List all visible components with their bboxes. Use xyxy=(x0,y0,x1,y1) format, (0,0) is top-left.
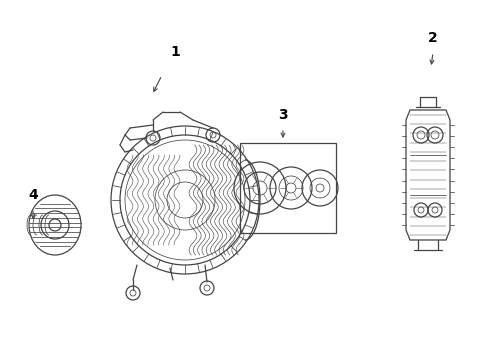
Text: 2: 2 xyxy=(428,31,438,45)
Text: 3: 3 xyxy=(278,108,288,122)
Text: 1: 1 xyxy=(170,45,180,59)
Text: 4: 4 xyxy=(28,188,38,202)
Bar xyxy=(240,143,336,233)
